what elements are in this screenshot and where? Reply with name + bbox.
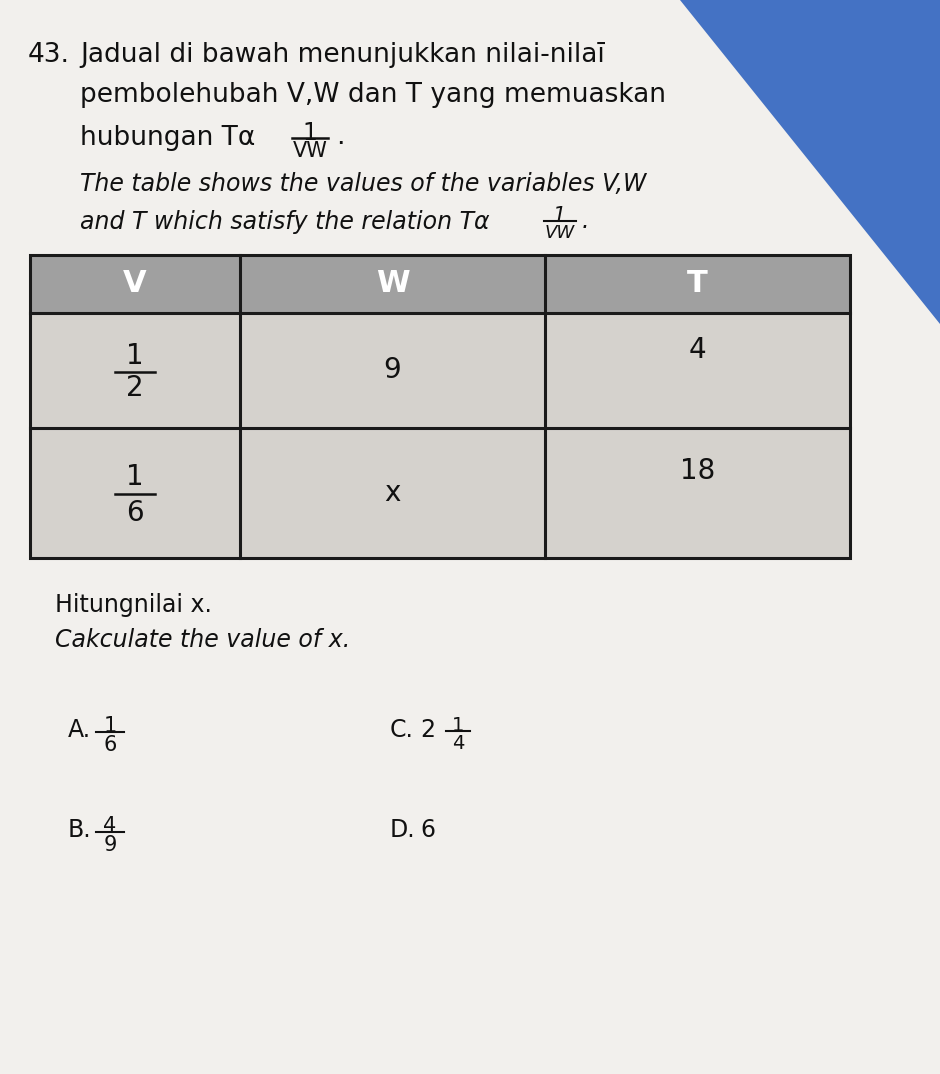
Text: D.: D.	[390, 818, 415, 842]
Text: B.: B.	[68, 818, 91, 842]
Text: 4: 4	[452, 734, 464, 753]
Text: 2: 2	[420, 719, 435, 742]
Bar	[240, 255, 545, 313]
Text: x: x	[384, 479, 400, 507]
Text: T: T	[687, 270, 708, 299]
Text: V: V	[123, 270, 147, 299]
Text: .: .	[336, 124, 344, 150]
Polygon shape	[680, 0, 940, 324]
Text: W: W	[376, 270, 409, 299]
Bar	[545, 313, 850, 429]
Text: 18: 18	[680, 458, 715, 485]
Text: C.: C.	[390, 719, 414, 742]
Text: and T which satisfy the relation Tα: and T which satisfy the relation Tα	[80, 211, 490, 234]
Text: 9: 9	[384, 357, 401, 384]
Text: 43.: 43.	[28, 42, 70, 68]
Text: VW: VW	[292, 141, 327, 161]
Text: Cakculate the value of x.: Cakculate the value of x.	[55, 628, 351, 652]
Text: 1: 1	[126, 463, 144, 491]
Bar	[545, 255, 850, 313]
Text: 4: 4	[689, 336, 706, 364]
Text: 4: 4	[103, 816, 117, 836]
Text: 1: 1	[103, 716, 117, 736]
Text: The table shows the values of the variables V,W: The table shows the values of the variab…	[80, 172, 647, 195]
Bar	[545, 429, 850, 558]
Text: .: .	[582, 209, 589, 233]
Text: VW: VW	[545, 224, 575, 242]
Text: Hitungnilai x.: Hitungnilai x.	[55, 593, 212, 616]
Bar	[30, 255, 240, 313]
Text: 1: 1	[303, 121, 318, 145]
Bar	[240, 313, 545, 429]
Bar	[30, 429, 240, 558]
Text: 6: 6	[126, 499, 144, 527]
Text: 6: 6	[420, 818, 435, 842]
Bar	[30, 313, 240, 429]
Text: 6: 6	[103, 735, 117, 755]
Bar	[30, 255, 850, 558]
Text: 9: 9	[103, 834, 117, 855]
Bar	[240, 429, 545, 558]
Text: 2: 2	[126, 375, 144, 403]
Text: pembolehubah V,W dan T yang memuaskan: pembolehubah V,W dan T yang memuaskan	[80, 82, 666, 108]
Text: 1: 1	[126, 343, 144, 371]
Text: 1: 1	[452, 716, 464, 735]
Text: Jadual di bawah menunjukkan nilai-nilaī: Jadual di bawah menunjukkan nilai-nilaī	[80, 42, 604, 68]
Text: 1: 1	[554, 206, 567, 226]
Text: A.: A.	[68, 719, 91, 742]
Text: hubungan Tα: hubungan Tα	[80, 125, 256, 151]
